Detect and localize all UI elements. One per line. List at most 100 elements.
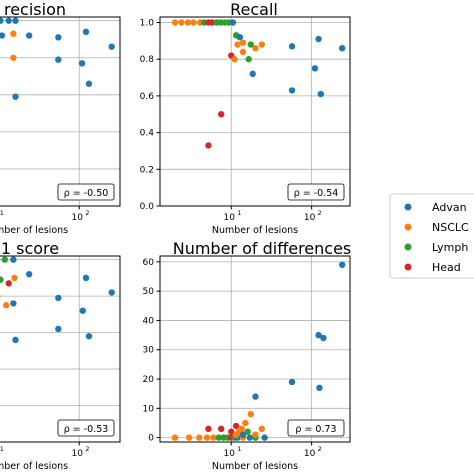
differences-point — [261, 434, 268, 441]
recall-point — [258, 41, 266, 48]
recall-point — [288, 43, 296, 50]
differences-point — [203, 434, 211, 441]
precision-point — [82, 28, 90, 36]
differences-ytick-label: 60 — [143, 258, 155, 268]
differences-ytick-label: 10 — [143, 404, 155, 414]
legend-label-lymph: Lymph — [432, 241, 468, 254]
differences-xlabel: Number of lesions — [212, 461, 298, 472]
legend-frame — [389, 193, 474, 279]
differences-ytick-label: 40 — [143, 316, 155, 326]
differences-panel: Number of differences 10 1 10 2010203040506… — [143, 239, 352, 472]
legend-marker-advan — [404, 203, 412, 211]
recall-point — [252, 44, 259, 52]
recall-xlabel: Number of lesions — [212, 225, 298, 236]
differences-point — [288, 378, 296, 386]
recall-ytick-label: 0.0 — [140, 202, 155, 212]
recall-point — [209, 19, 216, 26]
precision-xtick-exponent: 1 — [0, 209, 4, 217]
differences-point — [210, 434, 217, 441]
legend-marker-lymph — [404, 243, 412, 251]
differences-ytick-label: 50 — [143, 287, 155, 297]
differences-ytick-label: 30 — [143, 346, 155, 356]
recall-title: Recall — [230, 0, 278, 19]
precision-point — [108, 43, 115, 50]
f1-point — [5, 280, 12, 287]
recall-point — [205, 142, 212, 149]
f1-point — [12, 336, 19, 344]
legend-label-nsclc: NSCLC — [432, 221, 469, 234]
recall-rho-value: ρ = -0.54 — [294, 188, 339, 199]
recall-point — [315, 35, 322, 43]
precision-rho-box — [57, 183, 115, 201]
f1-axes-frame — [0, 255, 121, 443]
differences-point — [252, 431, 259, 438]
recall-ytick-label: 0.8 — [140, 55, 155, 65]
legend-label-head: Head — [432, 261, 461, 274]
differences-point — [316, 384, 323, 392]
recall-point — [236, 33, 244, 41]
recall-ytick-label: 0.6 — [140, 92, 155, 102]
precision-point — [85, 80, 93, 87]
differences-point — [217, 425, 225, 433]
f1-point — [25, 271, 33, 278]
differences-point — [242, 419, 249, 427]
differences-xtick-label: 10 — [304, 449, 316, 459]
recall-point — [217, 111, 225, 118]
differences-point — [185, 434, 193, 441]
f1-rho-box — [57, 419, 115, 437]
differences-point — [252, 393, 259, 400]
precision-xtick-label: 10 — [71, 213, 83, 223]
recall-point — [311, 65, 319, 72]
f1-point — [79, 307, 86, 314]
recall-xtick-exponent: 2 — [318, 209, 322, 217]
recall-point — [245, 56, 252, 63]
differences-point — [247, 410, 254, 418]
precision-point — [55, 34, 62, 41]
f1-point — [82, 274, 90, 282]
differences-ytick-label: 20 — [143, 375, 155, 385]
recall-xtick-label: 10 — [224, 213, 236, 223]
precision-point — [12, 17, 19, 24]
differences-point — [315, 331, 322, 339]
f1-point — [10, 300, 17, 307]
legend-marker-nsclc — [404, 223, 412, 231]
legend: Advan NSCLC Lymph Head — [389, 193, 474, 279]
recall-axes-frame — [159, 16, 351, 207]
f1-xtick-exponent: 1 — [0, 445, 4, 453]
precision-point — [55, 56, 62, 63]
precision-point — [5, 17, 12, 24]
differences-title: Number of differences — [173, 239, 352, 258]
recall-point — [234, 41, 241, 48]
f1-xtick-label: 10 — [71, 449, 83, 459]
differences-xtick-label: 10 — [224, 449, 236, 459]
f1-point — [1, 256, 9, 263]
differences-point — [244, 428, 251, 435]
recall-ytick-label: 0.2 — [140, 165, 154, 175]
differences-point — [232, 422, 240, 430]
differences-point — [320, 334, 327, 342]
recall-point — [317, 90, 325, 98]
f1-xtick-exponent: 2 — [85, 445, 89, 453]
differences-point — [205, 425, 212, 433]
recall-xtick-label: 10 — [304, 213, 316, 223]
recall-point — [190, 19, 197, 26]
f1-point — [0, 276, 4, 283]
differences-point — [258, 425, 266, 433]
f1-point — [11, 274, 18, 282]
differences-point — [238, 425, 245, 433]
f1-point — [55, 325, 62, 333]
f1-rho-value: ρ = -0.53 — [64, 424, 109, 435]
precision-point — [12, 93, 19, 100]
differences-point — [228, 428, 235, 435]
recall-point — [178, 19, 185, 26]
recall-point — [171, 19, 179, 26]
precision-title: recision — [4, 0, 66, 19]
f1-xlabel: Number of lesions — [0, 461, 68, 472]
recall-point — [288, 87, 296, 94]
legend-label-advan: Advan — [432, 201, 467, 214]
differences-point — [196, 434, 203, 441]
f1-point — [55, 294, 62, 302]
